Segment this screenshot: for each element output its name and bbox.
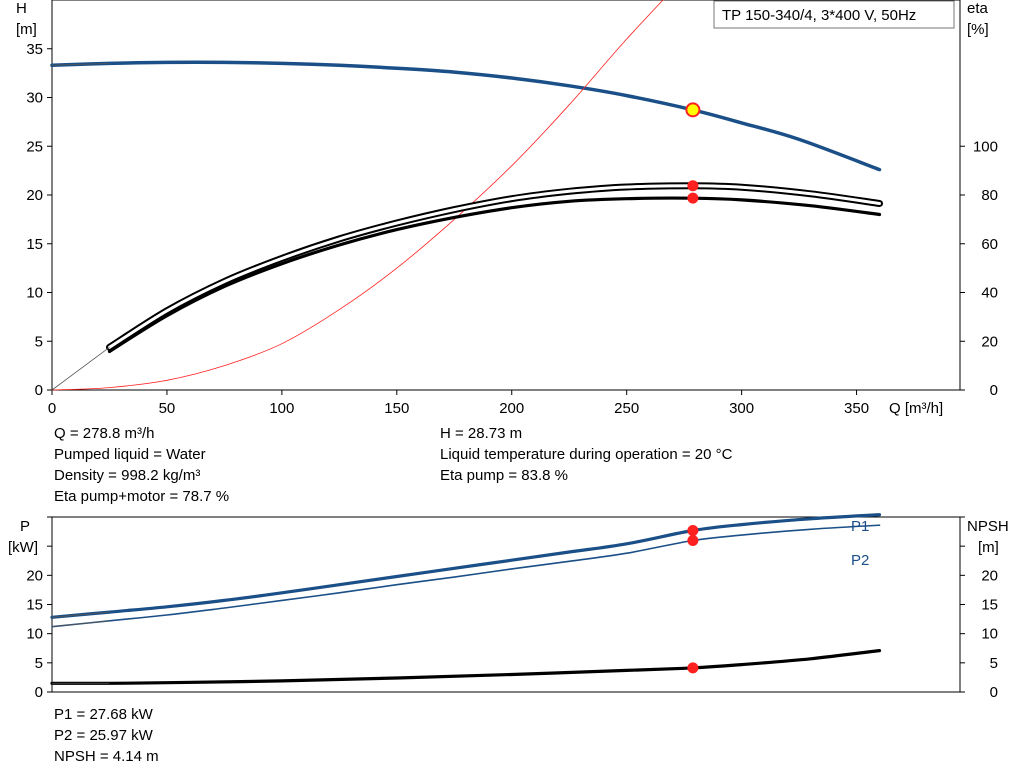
npsh-axis-unit: [m] — [978, 539, 999, 556]
series-2-curve-inner — [108, 184, 881, 349]
x-tick-label: 350 — [844, 400, 869, 417]
info-flow: Q = 278.8 m³/h — [54, 425, 155, 442]
x-tick-label: 300 — [729, 400, 754, 417]
series-0-curve — [50, 60, 882, 172]
series-3-curve — [107, 196, 882, 354]
left-tick-label: 15 — [26, 236, 43, 253]
duty-point-npsh — [687, 662, 699, 674]
info-p1: P1 = 27.68 kW — [54, 706, 153, 723]
h-axis-label: H — [16, 0, 27, 17]
info-liquid: Pumped liquid = Water — [54, 446, 206, 463]
right-tick-label: 80 — [981, 187, 998, 204]
model-title-box — [713, 0, 955, 29]
p1-series-label: P1 — [851, 518, 869, 535]
duty-point-eta-pump — [687, 180, 699, 192]
left-tick-label: 35 — [26, 41, 43, 58]
left-tick-label: 15 — [26, 597, 43, 614]
right-tick-label: 5 — [990, 655, 998, 672]
left-tick-label: 5 — [35, 655, 43, 672]
info-bottom: P1 = 27.68 kW P2 = 25.97 kW NPSH = 4.14 … — [54, 704, 159, 767]
x-tick-label: 0 — [48, 400, 56, 417]
duty-point-head — [685, 102, 701, 118]
left-tick-label: 20 — [26, 187, 43, 204]
duty-point-eta-total — [687, 192, 699, 204]
duty-point-p1 — [687, 525, 699, 537]
eta-axis-unit: [%] — [967, 21, 989, 38]
info-eta-pump: Eta pump = 83.8 % — [440, 467, 568, 484]
left-tick-label: 5 — [35, 333, 43, 350]
left-tick-label: 25 — [26, 138, 43, 155]
x-tick-label: 150 — [384, 400, 409, 417]
left-tick-label: 0 — [35, 382, 43, 399]
p-axis-label: P — [20, 518, 30, 535]
left-tick-label: 30 — [26, 90, 43, 107]
info-p2: P2 = 25.97 kW — [54, 727, 153, 744]
right-tick-label: 0 — [990, 382, 998, 399]
left-tick-label: 10 — [26, 626, 43, 643]
left-tick-label: 0 — [35, 684, 43, 701]
right-tick-label: 100 — [973, 138, 998, 155]
series-2-curve-lead-in — [51, 347, 110, 391]
eta-axis-label: eta — [967, 0, 989, 17]
right-tick-label: 15 — [981, 597, 998, 614]
q-axis-label: Q [m³/h] — [889, 400, 943, 417]
info-temperature: Liquid temperature during operation = 20… — [440, 446, 733, 463]
x-tick-label: 100 — [269, 400, 294, 417]
series-0-curve-lead-in — [51, 62, 110, 66]
right-tick-label: 0 — [990, 684, 998, 701]
h-axis-unit: [m] — [16, 21, 37, 38]
p-axis-unit: [kW] — [8, 539, 38, 556]
info-npsh: NPSH = 4.14 m — [54, 748, 159, 765]
npsh-axis-label: NPSH — [967, 518, 1009, 535]
right-tick-label: 20 — [981, 567, 998, 584]
p2-series-label: P2 — [851, 552, 869, 569]
p2-curve — [51, 524, 881, 628]
info-eta-total: Eta pump+motor = 78.7 % — [54, 488, 230, 505]
info-density: Density = 998.2 kg/m³ — [54, 467, 201, 484]
left-tick-label: 10 — [26, 285, 43, 302]
right-tick-label: 10 — [981, 626, 998, 643]
right-tick-label: 20 — [981, 333, 998, 350]
info-top-left: Q = 278.8 m³/h Pumped liquid = Water Den… — [54, 423, 229, 507]
left-tick-label: 20 — [26, 567, 43, 584]
right-tick-label: 40 — [981, 285, 998, 302]
info-head: H = 28.73 m — [440, 425, 523, 442]
x-tick-label: 250 — [614, 400, 639, 417]
x-tick-label: 200 — [499, 400, 524, 417]
right-tick-label: 60 — [981, 236, 998, 253]
p1-curve-lead-in — [51, 611, 110, 618]
info-top-right: H = 28.73 m Liquid temperature during op… — [440, 423, 732, 486]
series-1-curve — [51, 0, 664, 391]
p1-curve — [50, 513, 882, 619]
p2-curve-lead-in — [51, 620, 110, 628]
x-tick-label: 50 — [159, 400, 176, 417]
duty-point-p2 — [687, 535, 699, 547]
series-2-curve — [50, 649, 882, 685]
model-title: TP 150-340/4, 3*400 V, 50Hz — [722, 7, 916, 24]
